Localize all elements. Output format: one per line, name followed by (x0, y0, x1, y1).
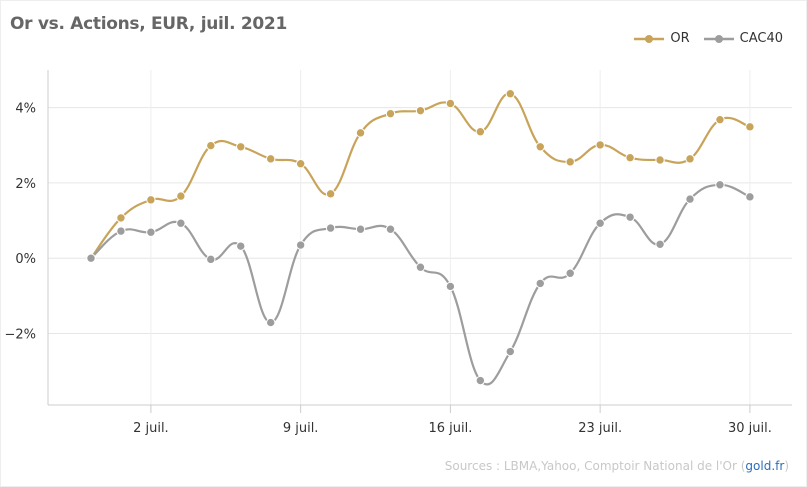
x-tick-label: 2 juil. (133, 421, 169, 436)
data-point-cac40 (236, 241, 246, 251)
data-point-or (715, 114, 725, 125)
legend-marker-or (634, 34, 665, 43)
data-point-cac40 (176, 218, 186, 228)
source-note: Sources : LBMA,Yahoo, Comptoir National … (445, 459, 789, 473)
data-point-cac40 (745, 192, 755, 202)
x-tick-label: 23 juil. (578, 421, 622, 436)
data-point-cac40 (535, 278, 545, 289)
source-link[interactable]: gold.fr (745, 459, 785, 473)
legend-label-or: OR (670, 31, 690, 46)
data-point-or (415, 105, 426, 116)
legend-marker-cac40 (703, 34, 734, 43)
data-point-cac40 (415, 262, 426, 272)
legend-label-cac40: CAC40 (739, 31, 783, 46)
data-point-or (146, 195, 156, 205)
data-point-or (655, 155, 665, 165)
chart-title: Or vs. Actions, EUR, juil. 2021 (10, 14, 287, 34)
data-point-or (385, 108, 396, 119)
data-point-or (236, 142, 246, 152)
data-point-cac40 (116, 226, 126, 236)
data-point-or (625, 153, 635, 163)
legend: OR CAC40 (634, 31, 783, 46)
source-close: ) (784, 459, 789, 473)
legend-item-or[interactable]: OR (634, 31, 690, 46)
data-point-or (505, 89, 515, 99)
data-point-cac40 (715, 180, 725, 190)
data-point-or (685, 154, 695, 164)
y-tick-label: 4% (15, 102, 36, 117)
data-point-cac40 (355, 224, 366, 234)
y-tick-label: 2% (15, 177, 36, 192)
data-point-or (176, 191, 186, 201)
data-point-or (325, 189, 336, 199)
data-point-or (475, 127, 486, 137)
series-line-cac40 (90, 183, 751, 386)
data-point-or (535, 142, 545, 152)
data-point-or (206, 140, 216, 151)
data-point-cac40 (595, 218, 605, 228)
data-point-or (445, 98, 456, 109)
x-tick-label: 9 juil. (283, 421, 319, 436)
legend-item-cac40[interactable]: CAC40 (703, 31, 783, 46)
y-tick-label: 0% (15, 252, 36, 267)
data-point-cac40 (266, 317, 276, 328)
data-point-or (595, 140, 605, 150)
x-tick-label: 30 juil. (728, 421, 772, 436)
data-point-cac40 (445, 281, 456, 292)
data-point-cac40 (625, 212, 635, 222)
data-point-cac40 (505, 346, 515, 357)
data-point-or (745, 122, 755, 132)
data-point-cac40 (206, 254, 216, 265)
data-point-or (565, 157, 575, 167)
source-text: Sources : LBMA,Yahoo, Comptoir National … (444, 459, 746, 473)
data-point-or (295, 159, 306, 169)
data-point-cac40 (295, 240, 306, 250)
data-point-or (116, 213, 126, 223)
x-tick-label: 16 juil. (428, 421, 472, 436)
y-tick-label: −2% (4, 327, 36, 342)
data-point-cac40 (325, 223, 336, 233)
data-point-cac40 (146, 227, 156, 237)
data-point-or (266, 154, 276, 164)
data-point-or (355, 128, 366, 138)
data-point-cac40 (475, 375, 486, 386)
data-point-cac40 (385, 224, 396, 234)
data-point-cac40 (86, 253, 96, 263)
data-point-cac40 (655, 239, 665, 249)
data-point-cac40 (565, 268, 575, 278)
data-point-cac40 (685, 194, 695, 204)
